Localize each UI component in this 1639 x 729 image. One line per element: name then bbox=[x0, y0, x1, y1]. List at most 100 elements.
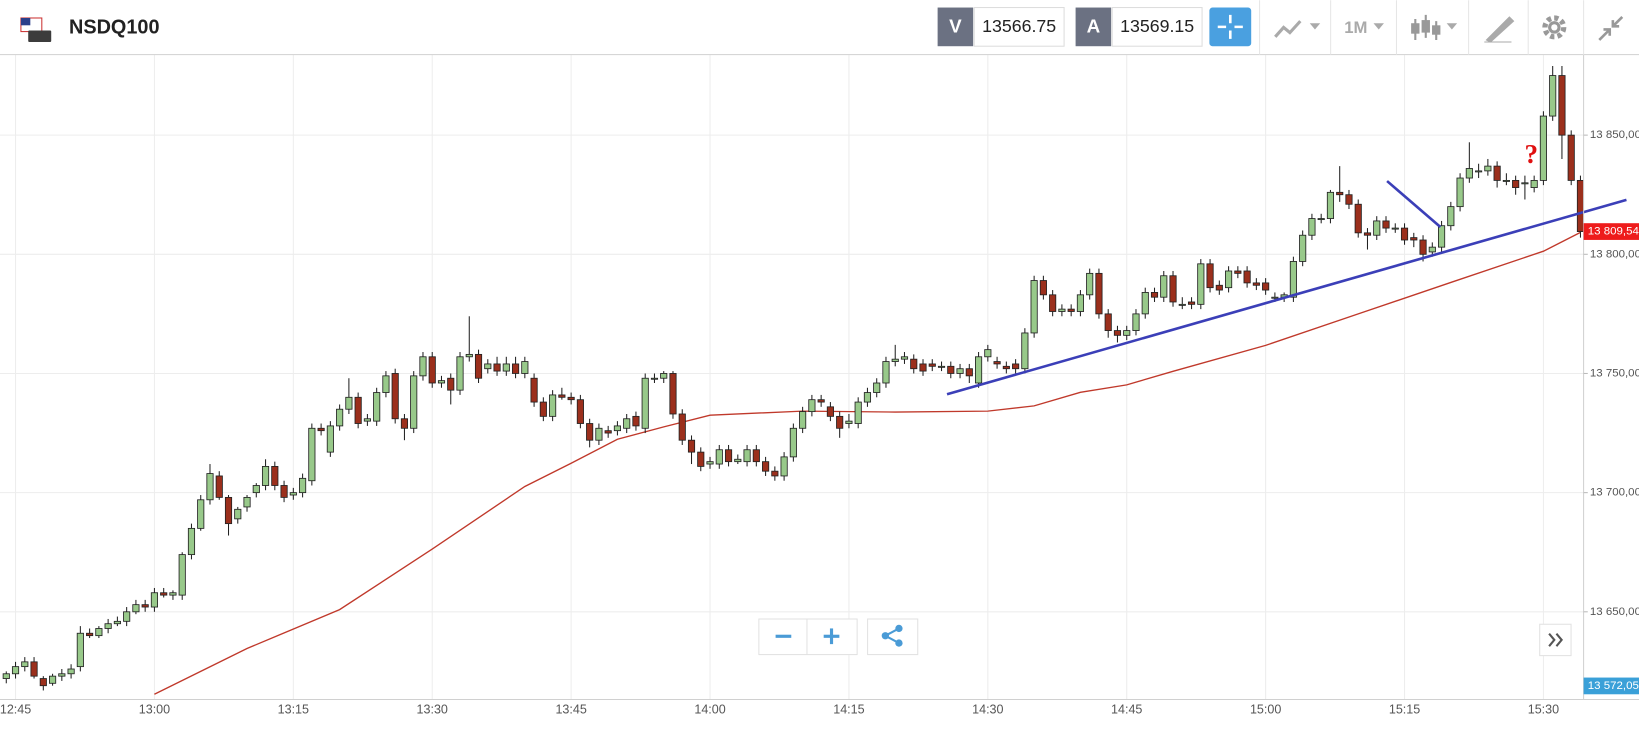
candle-body bbox=[1308, 218, 1316, 236]
candle-body bbox=[1345, 194, 1353, 205]
candle-body bbox=[854, 401, 862, 424]
candle-icon bbox=[1411, 23, 1420, 34]
candle-body bbox=[1428, 246, 1436, 253]
candle-body bbox=[243, 496, 251, 508]
candle-body bbox=[530, 377, 538, 403]
candle-body bbox=[789, 427, 797, 458]
candle-body bbox=[1354, 203, 1362, 234]
candle-body bbox=[576, 399, 584, 424]
buy-label-box[interactable] bbox=[1075, 7, 1112, 47]
timeframe[interactable]: 1M bbox=[1344, 18, 1367, 37]
x-tick-label: 13:00 bbox=[139, 702, 170, 716]
candle-body bbox=[67, 668, 75, 675]
candle-body bbox=[447, 377, 455, 391]
candle-body bbox=[11, 666, 20, 675]
candle-body bbox=[206, 473, 214, 501]
candle-body bbox=[76, 632, 84, 668]
candle-body bbox=[595, 427, 603, 441]
x-tick-label: 14:45 bbox=[1111, 702, 1142, 716]
candle-body bbox=[1150, 292, 1159, 298]
candle-body bbox=[697, 451, 705, 467]
candle-body bbox=[1382, 220, 1390, 229]
candle-body bbox=[224, 496, 233, 525]
sell-price-box[interactable] bbox=[973, 7, 1065, 47]
candle-body bbox=[1502, 179, 1510, 182]
candle-body bbox=[280, 485, 288, 498]
zoom-in-icon bbox=[829, 628, 834, 645]
settings-button[interactable] bbox=[1542, 15, 1567, 40]
candle-body bbox=[336, 408, 344, 427]
candle-body bbox=[215, 475, 223, 498]
candle-body bbox=[1289, 261, 1297, 298]
candle-body bbox=[493, 363, 501, 372]
candle-body bbox=[641, 377, 649, 429]
candle-body bbox=[1197, 263, 1205, 305]
chart-type-button[interactable] bbox=[1274, 20, 1302, 38]
candle-body bbox=[271, 466, 279, 486]
candle-body bbox=[1391, 227, 1399, 230]
candle-body bbox=[734, 458, 742, 463]
candle-body bbox=[882, 361, 890, 384]
candle-body bbox=[234, 508, 242, 520]
candle-body bbox=[1576, 179, 1584, 232]
price-axis: 13 650,00 13 700,00 13 750,00 13 800,00 13 8… bbox=[1583, 129, 1639, 695]
candle-body bbox=[937, 365, 946, 368]
candle-body bbox=[762, 461, 770, 472]
candle-body bbox=[1336, 191, 1344, 196]
candle-body bbox=[1225, 270, 1233, 289]
candle-body bbox=[1512, 179, 1520, 188]
candle-body bbox=[1141, 292, 1149, 315]
candle-body bbox=[836, 415, 844, 429]
last-price-box bbox=[1583, 223, 1639, 240]
candle-body bbox=[1262, 282, 1270, 291]
candle-body bbox=[975, 356, 983, 384]
candle-body bbox=[845, 420, 853, 424]
candle-body bbox=[1326, 191, 1335, 219]
candle-body bbox=[289, 492, 297, 496]
candle-body bbox=[373, 392, 381, 422]
share-button[interactable] bbox=[867, 618, 919, 656]
share-icon bbox=[884, 627, 900, 644]
candle-body bbox=[308, 427, 316, 482]
x-tick-label: 14:00 bbox=[694, 702, 725, 716]
sell-label: V bbox=[949, 15, 962, 36]
trend-line bbox=[1386, 180, 1442, 229]
candle-body bbox=[623, 418, 631, 429]
candle-body bbox=[650, 377, 659, 380]
candle-body bbox=[2, 673, 10, 679]
candle-body bbox=[1465, 168, 1473, 179]
buy-label: A bbox=[1087, 15, 1101, 36]
candle-body bbox=[947, 365, 955, 374]
zoom-out-button[interactable] bbox=[775, 634, 792, 638]
candle-body bbox=[1419, 239, 1427, 255]
candle-body bbox=[521, 361, 529, 374]
candle-body bbox=[484, 363, 492, 370]
candle-body bbox=[586, 423, 594, 441]
crosshair-button[interactable] bbox=[1209, 7, 1252, 47]
candle-body bbox=[382, 375, 390, 393]
candle-body bbox=[1447, 206, 1455, 227]
candle-body bbox=[1187, 301, 1196, 305]
sell-label-box[interactable] bbox=[937, 7, 974, 47]
candle-body bbox=[150, 592, 158, 608]
collapse-button[interactable] bbox=[1598, 16, 1624, 41]
candle-body bbox=[58, 673, 66, 677]
candle-body bbox=[1373, 220, 1381, 236]
candle-body bbox=[956, 368, 964, 374]
candle-body bbox=[715, 449, 723, 465]
candle-body bbox=[1086, 272, 1094, 296]
flag-icon bbox=[20, 17, 31, 26]
x-tick-label: 13:45 bbox=[555, 702, 586, 716]
candle-body bbox=[687, 439, 696, 453]
candle-body bbox=[817, 399, 825, 403]
toolbar-bg bbox=[0, 0, 1639, 55]
trend-line bbox=[946, 198, 1627, 396]
candle-body bbox=[984, 349, 992, 358]
last-price-label: 13 809,54 bbox=[1588, 226, 1639, 238]
candle-body bbox=[1271, 296, 1279, 299]
draw-button[interactable] bbox=[1484, 16, 1515, 43]
time-axis: 12:45 13:00 13:15 13:30 13:45 14:00 14:15 14:30… bbox=[0, 702, 1559, 716]
buy-price-box[interactable] bbox=[1111, 7, 1203, 47]
candle-icon bbox=[1421, 20, 1430, 33]
candle-body bbox=[1299, 234, 1307, 262]
